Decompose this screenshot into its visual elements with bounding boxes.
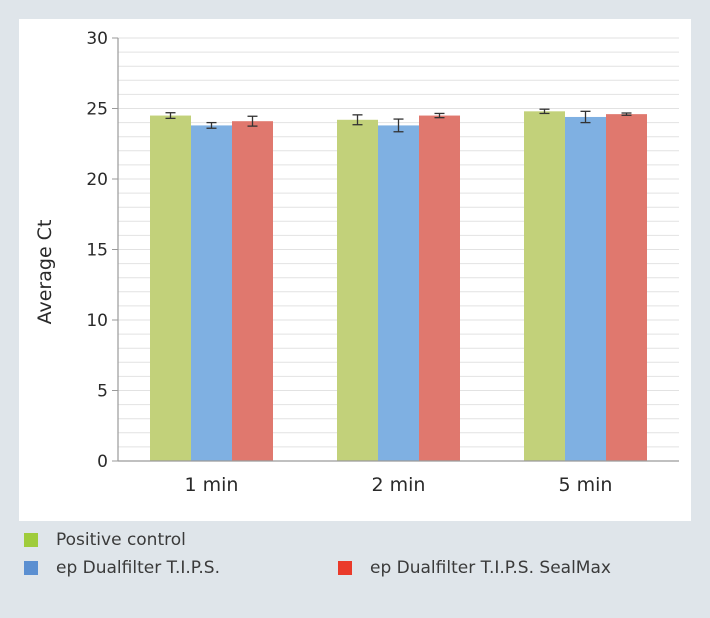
y-tick-label: 30: [86, 29, 108, 49]
bar: [191, 125, 232, 462]
chart-panel: 0 5 10 15 20 25 30 1 min 2 min 5 min Average Ct: [19, 19, 691, 521]
bar: [337, 119, 378, 461]
y-axis-label: Average Ct: [34, 220, 56, 325]
bar: [378, 125, 419, 462]
legend: Positive control ep Dualfilter T.I.P.S. …: [24, 527, 694, 613]
y-tick-label: 25: [86, 100, 108, 120]
y-tick-label: 20: [86, 170, 108, 190]
y-tick-label: 10: [86, 311, 108, 331]
legend-swatch-positive-control: [24, 533, 38, 547]
y-tick-label: 0: [97, 452, 108, 472]
legend-swatch-dualfilter: [24, 561, 38, 575]
y-tick-label: 15: [86, 241, 108, 261]
legend-swatch-sealmax: [338, 561, 352, 575]
legend-item-positive-control: Positive control: [24, 527, 186, 553]
y-tick-label: 5: [97, 382, 108, 402]
bar: [524, 111, 565, 461]
x-tick-label: 2 min: [372, 474, 426, 496]
legend-label-positive-control: Positive control: [56, 530, 186, 550]
x-tick-label: 5 min: [559, 474, 613, 496]
error-bars: [165, 108, 632, 133]
axes: 0 5 10 15 20 25 30 1 min 2 min 5 min: [86, 29, 679, 496]
bars: [150, 111, 647, 462]
bar: [419, 115, 460, 462]
bar: [232, 121, 273, 461]
legend-label-dualfilter: ep Dualfilter T.I.P.S.: [56, 558, 220, 578]
bar: [606, 114, 647, 461]
bar: [150, 115, 191, 462]
bar: [565, 116, 606, 462]
legend-label-sealmax: ep Dualfilter T.I.P.S. SealMax: [370, 558, 611, 578]
legend-item-sealmax: ep Dualfilter T.I.P.S. SealMax: [338, 555, 611, 581]
bar-chart: 0 5 10 15 20 25 30 1 min 2 min 5 min Average Ct: [34, 29, 679, 496]
legend-item-dualfilter: ep Dualfilter T.I.P.S.: [24, 555, 220, 581]
x-tick-label: 1 min: [185, 474, 239, 496]
